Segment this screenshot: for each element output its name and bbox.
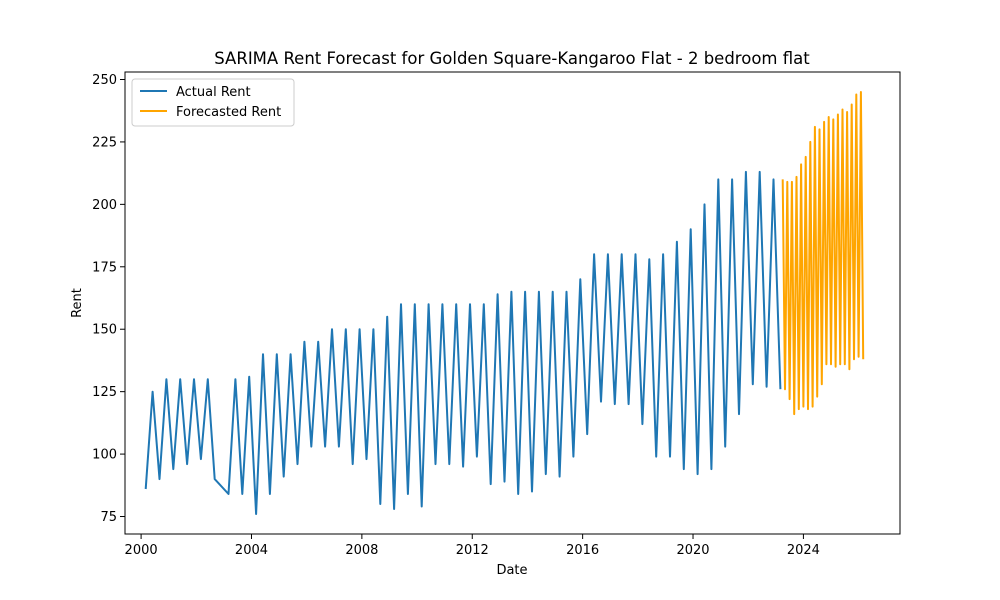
forecasted-rent-line [781, 91, 865, 416]
y-tick-label: 125 [92, 385, 117, 400]
legend-label-forecast: Forecasted Rent [176, 105, 281, 120]
x-tick-label: 2020 [676, 543, 709, 558]
y-tick-label: 100 [92, 448, 117, 463]
legend-box [131, 78, 295, 127]
y-axis-ticks: 75 100 125 150 175 200 225 250 [92, 73, 125, 525]
plot-lines [144, 91, 865, 515]
y-tick-label: 75 [100, 510, 117, 525]
x-tick-label: 2024 [787, 543, 820, 558]
legend-label-actual: Actual Rent [176, 85, 251, 100]
x-tick-label: 2000 [125, 543, 158, 558]
y-tick-label: 225 [92, 135, 117, 150]
y-tick-label: 200 [92, 198, 117, 213]
y-tick-label: 175 [92, 260, 117, 275]
y-tick-label: 150 [92, 323, 117, 338]
chart-title: SARIMA Rent Forecast for Golden Square-K… [214, 49, 810, 68]
x-axis-title: Date [496, 563, 527, 578]
y-tick-label: 250 [92, 73, 117, 88]
plot-frame [124, 71, 901, 535]
x-tick-label: 2008 [345, 543, 378, 558]
y-axis-title: Rent [70, 288, 85, 318]
actual-rent-line [144, 170, 782, 515]
x-tick-label: 2004 [235, 543, 268, 558]
x-tick-label: 2016 [566, 543, 599, 558]
x-tick-label: 2012 [456, 543, 489, 558]
x-axis-ticks: 2000 2004 2008 2012 2016 2020 2024 [125, 534, 820, 558]
legend: Actual Rent Forecasted Rent [131, 78, 295, 127]
